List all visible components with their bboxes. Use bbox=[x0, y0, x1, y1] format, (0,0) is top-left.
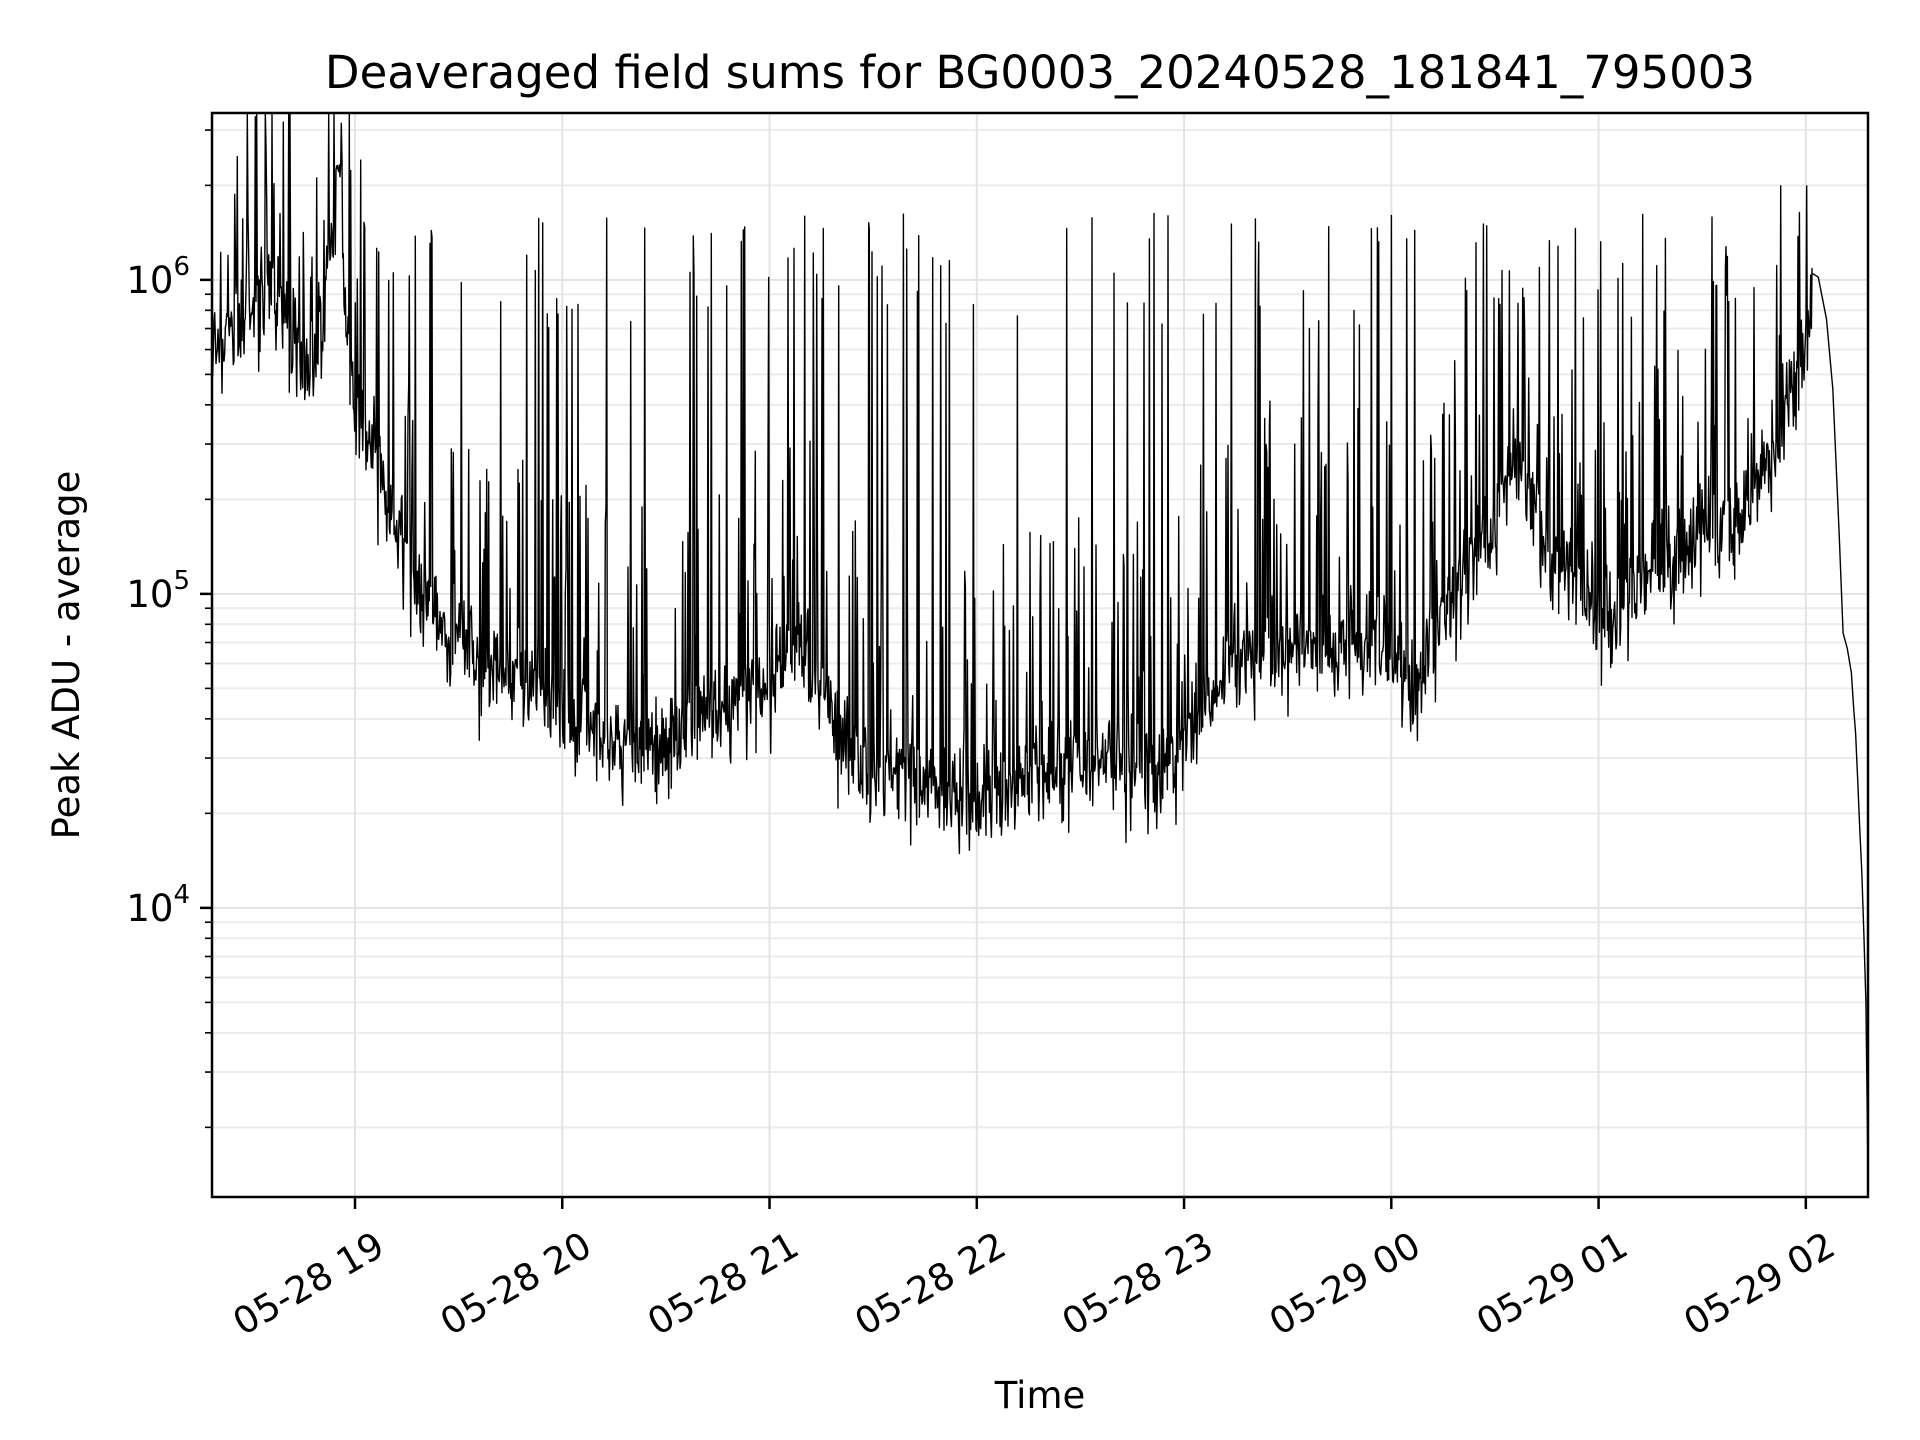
y-tick-label-base: 10 bbox=[126, 887, 173, 930]
y-tick-label-exponent: 4 bbox=[173, 880, 190, 910]
y-tick-label-base: 10 bbox=[126, 573, 173, 616]
series-layer bbox=[211, 112, 1869, 1177]
y-tick-label: 104 bbox=[126, 880, 190, 930]
x-axis-label: Time bbox=[994, 1374, 1086, 1417]
y-tick-label-base: 10 bbox=[126, 259, 173, 302]
series-line bbox=[211, 112, 1869, 1177]
y-tick-label-exponent: 6 bbox=[173, 252, 190, 282]
chart-title: Deaveraged field sums for BG0003_2024052… bbox=[325, 46, 1755, 99]
y-tick-label: 105 bbox=[126, 566, 190, 616]
y-tick-label: 106 bbox=[126, 252, 190, 302]
y-tick-label-exponent: 5 bbox=[173, 566, 190, 596]
y-axis-label: Peak ADU - average bbox=[45, 471, 88, 840]
plot-frame bbox=[210, 111, 1870, 1199]
